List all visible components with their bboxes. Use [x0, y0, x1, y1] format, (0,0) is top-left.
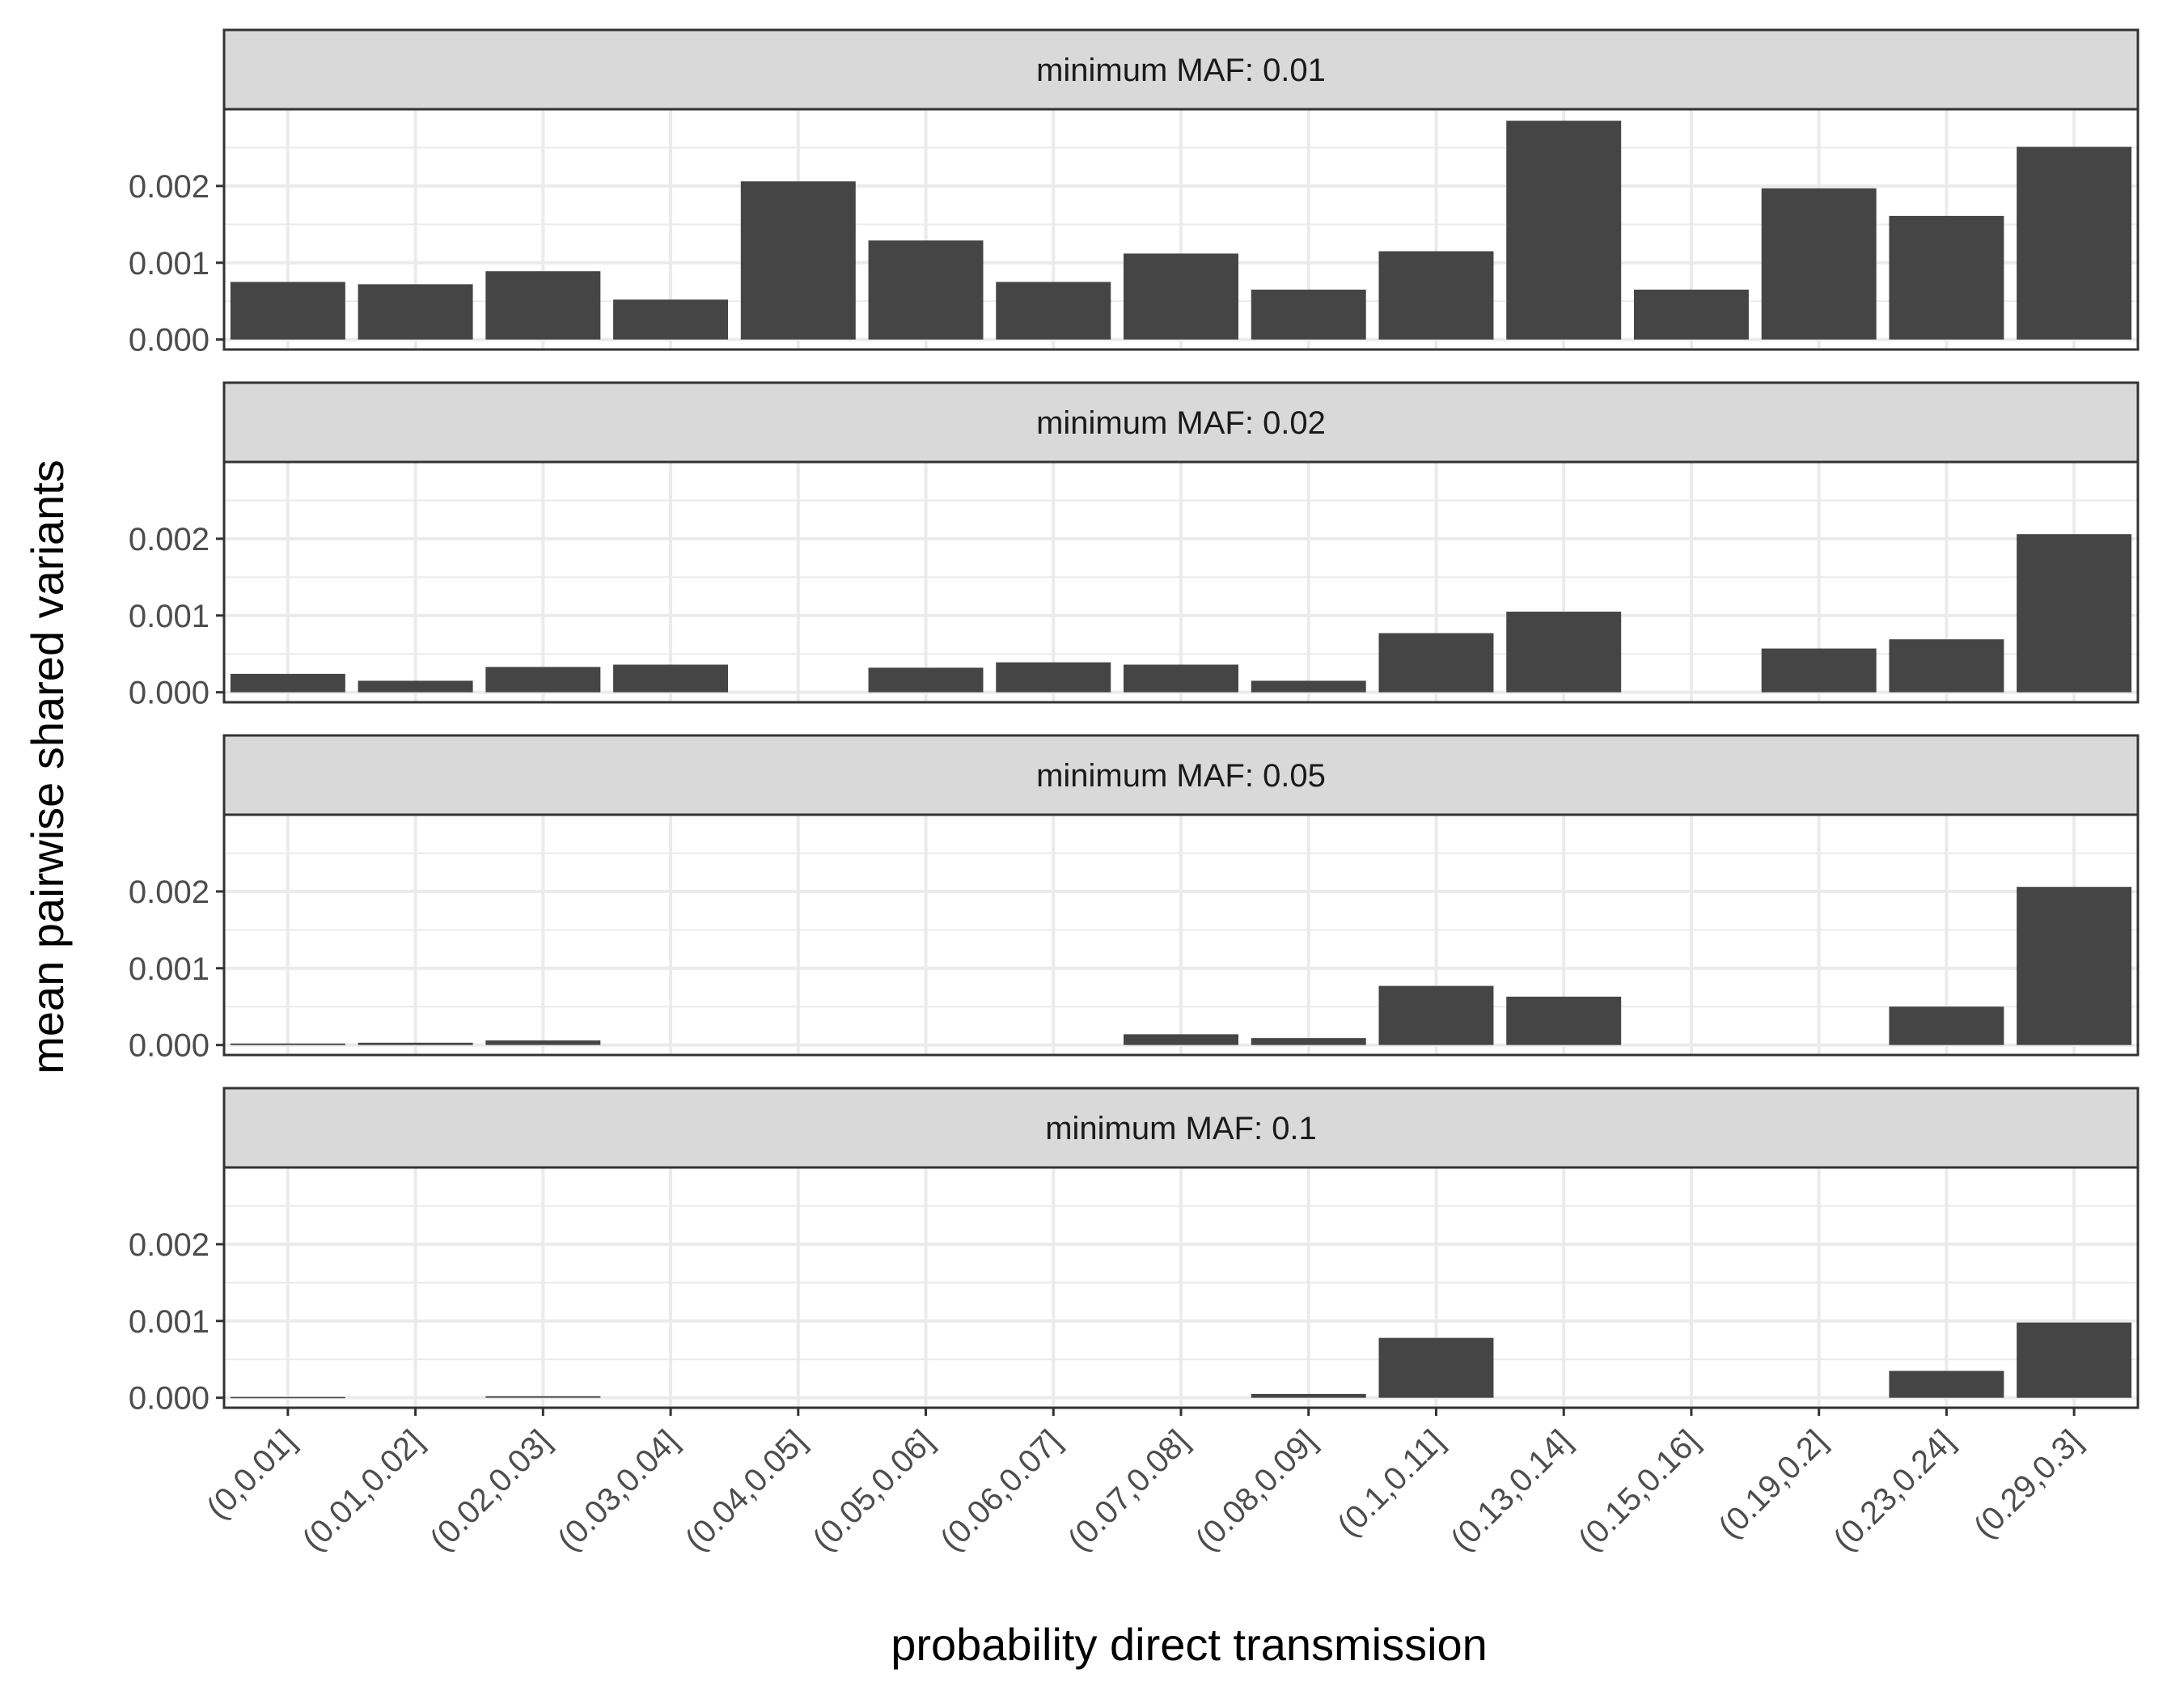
x-tick-label: (0.15,0.16] [1572, 1423, 1706, 1557]
bar [1889, 1371, 2004, 1398]
bar [1378, 633, 1494, 693]
facet-strip [222, 734, 2140, 816]
panel-border [222, 460, 2140, 704]
x-axis-title: probability direct transmission [891, 1619, 1488, 1670]
bar [485, 1396, 601, 1398]
facet-strip-label: minimum MAF: 0.1 [1045, 1111, 1317, 1146]
bar [1633, 289, 1749, 340]
x-tick-label: (0.06,0.07] [933, 1423, 1068, 1557]
bar [1889, 639, 2004, 693]
panels: minimum MAF: 0.010.0000.0010.002minimum … [129, 28, 2140, 1417]
y-tick-label: 0.002 [129, 169, 210, 205]
bar [485, 271, 601, 340]
bar [996, 662, 1111, 693]
facet-strip [222, 28, 2140, 111]
bar [358, 680, 473, 693]
facet-strip [222, 381, 2140, 464]
y-tick-label: 0.001 [129, 1304, 210, 1340]
x-tick-label: (0.05,0.06] [806, 1423, 941, 1557]
panel-border [222, 813, 2140, 1057]
bar [230, 1396, 345, 1399]
bar [2017, 534, 2132, 693]
x-tick-label: (0.13,0.14] [1444, 1423, 1578, 1557]
facet-panel: minimum MAF: 0.1 0.000 0.001 0.002 [129, 1087, 2140, 1417]
bar [1124, 664, 1238, 693]
bar [1506, 612, 1622, 693]
bar [1251, 289, 1366, 340]
bar [1761, 648, 1877, 693]
bar [2017, 146, 2132, 340]
x-tick-label: (0,0.01] [200, 1423, 303, 1526]
bar [613, 664, 729, 693]
x-axis: (0,0.01](0.01,0.02](0.02,0.03](0.03,0.04… [200, 1408, 2089, 1558]
y-tick-label: 0.002 [129, 1227, 210, 1263]
bar [868, 667, 984, 693]
facet-panel: minimum MAF: 0.02 0.000 0.001 0.002 [129, 381, 2140, 711]
y-tick-label: 0.000 [129, 676, 210, 711]
x-tick-label: (0.03,0.04] [551, 1423, 685, 1557]
bar [230, 282, 345, 340]
y-tick-label: 0.002 [129, 875, 210, 910]
bar [485, 1040, 601, 1045]
bar [1889, 215, 2004, 340]
facet-strip-label: minimum MAF: 0.05 [1036, 758, 1326, 794]
bar [1506, 996, 1622, 1045]
bar [230, 673, 345, 693]
x-tick-label: (0.08,0.09] [1189, 1423, 1323, 1557]
bar [1378, 1337, 1494, 1398]
bar [1251, 680, 1366, 693]
bar [1889, 1006, 2004, 1045]
bar [358, 284, 473, 340]
bar [2017, 1322, 2132, 1398]
bar [1506, 121, 1622, 340]
facet-strip-label: minimum MAF: 0.01 [1036, 53, 1326, 88]
y-tick-label: 0.001 [129, 599, 210, 634]
bar [868, 240, 984, 340]
panel-border [222, 108, 2140, 351]
bar [230, 1043, 345, 1045]
bar [1378, 251, 1494, 340]
facet-panel: minimum MAF: 0.05 0.000 0.001 0.002 [129, 734, 2140, 1064]
bar [485, 667, 601, 693]
x-tick-label: (0.01,0.02] [296, 1423, 430, 1557]
bar [1124, 253, 1238, 340]
bar [996, 282, 1111, 340]
bar [613, 299, 729, 340]
facet-strip [222, 1087, 2140, 1169]
bar [1761, 188, 1877, 340]
bar [2017, 887, 2132, 1045]
bar [358, 1042, 473, 1045]
bar [740, 181, 856, 340]
y-axis-title: mean pairwise shared variants [22, 460, 73, 1074]
y-tick-label: 0.000 [129, 1381, 210, 1417]
x-tick-label: (0.1,0.11] [1331, 1423, 1451, 1544]
x-tick-label: (0.02,0.03] [423, 1423, 557, 1557]
x-tick-label: (0.04,0.05] [679, 1423, 813, 1557]
bar [1378, 985, 1494, 1045]
y-tick-label: 0.001 [129, 246, 210, 282]
y-tick-label: 0.000 [129, 323, 210, 358]
bar [1251, 1038, 1366, 1045]
bar [1251, 1393, 1366, 1398]
facet-panel: minimum MAF: 0.01 0.000 0.001 0.002 [129, 28, 2140, 358]
bar [1124, 1034, 1238, 1045]
x-tick-label: (0.19,0.2] [1712, 1423, 1834, 1545]
x-tick-label: (0.23,0.24] [1826, 1423, 1961, 1557]
facet-strip-label: minimum MAF: 0.02 [1036, 405, 1326, 441]
y-tick-label: 0.000 [129, 1028, 210, 1064]
x-tick-label: (0.07,0.08] [1061, 1423, 1196, 1557]
y-tick-label: 0.001 [129, 951, 210, 987]
y-tick-label: 0.002 [129, 522, 210, 557]
x-tick-label: (0.29,0.3] [1967, 1423, 2089, 1545]
